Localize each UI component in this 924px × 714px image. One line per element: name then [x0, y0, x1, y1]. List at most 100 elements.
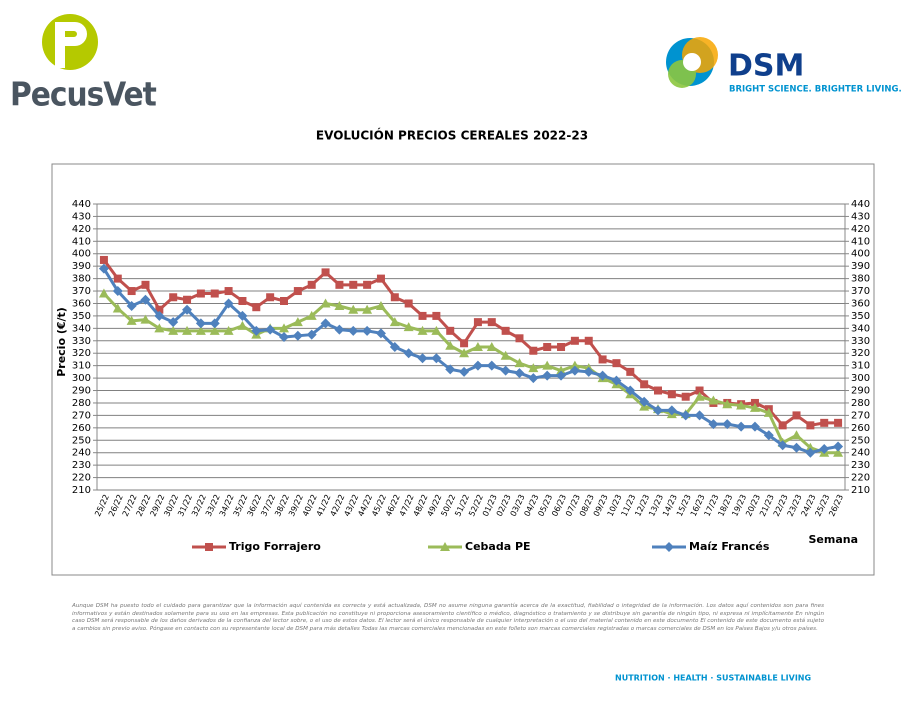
marker [280, 296, 288, 305]
marker [98, 288, 109, 298]
marker [542, 370, 553, 381]
marker [486, 360, 497, 371]
chart-title: EVOLUCIÓN PRECIOS CEREALES 2022-23 [316, 128, 588, 143]
marker [126, 315, 137, 325]
y2-tick-label: 410 [851, 236, 870, 247]
marker [223, 325, 234, 335]
series-line [102, 292, 839, 455]
y2-tick-label: 270 [851, 410, 870, 421]
marker [98, 263, 109, 274]
marker [210, 289, 219, 298]
marker [460, 339, 469, 348]
marker [320, 318, 331, 329]
marker [154, 323, 165, 333]
marker [334, 300, 345, 310]
marker [237, 310, 248, 321]
marker [195, 325, 206, 335]
y2-tick-label: 240 [851, 448, 870, 459]
y-tick-label: 390 [72, 261, 91, 272]
dsm-icon [666, 37, 718, 88]
marker [445, 340, 456, 350]
legend-label: Maíz Francés [689, 540, 770, 553]
marker [404, 299, 413, 308]
marker [611, 375, 622, 386]
y2-tick-label: 390 [851, 261, 870, 272]
marker [569, 360, 580, 370]
marker [417, 325, 428, 335]
y2-tick-label: 340 [851, 323, 870, 334]
marker [680, 410, 691, 421]
marker [667, 390, 676, 399]
marker [196, 289, 205, 298]
marker [543, 343, 552, 351]
marker [515, 334, 524, 343]
y2-tick-label: 310 [851, 361, 870, 372]
y2-tick-label: 280 [851, 398, 870, 409]
marker [205, 543, 213, 551]
marker [472, 342, 483, 351]
marker [763, 407, 774, 417]
marker [487, 318, 496, 327]
marker [834, 418, 843, 427]
marker [349, 280, 358, 289]
marker [168, 325, 179, 335]
y-tick-label: 360 [72, 298, 91, 309]
marker [432, 311, 441, 320]
marker [612, 359, 621, 368]
marker [348, 325, 359, 336]
y-tick-label: 220 [72, 473, 91, 484]
marker [666, 405, 677, 416]
marker [598, 355, 607, 364]
marker [223, 298, 234, 309]
marker [529, 346, 538, 355]
left-logo: PecusVet [10, 75, 157, 114]
marker [403, 322, 414, 332]
marker [320, 298, 331, 308]
marker [155, 305, 164, 314]
marker [168, 317, 179, 328]
y-tick-label: 280 [72, 398, 91, 409]
marker [749, 421, 760, 432]
marker [237, 320, 248, 330]
marker [805, 442, 816, 452]
marker [182, 304, 193, 315]
marker [597, 370, 608, 381]
marker [694, 391, 705, 401]
marker [375, 328, 386, 339]
marker [500, 350, 511, 360]
marker [431, 353, 442, 364]
marker [376, 274, 385, 283]
marker [363, 280, 372, 289]
marker [445, 364, 456, 375]
marker [306, 329, 317, 340]
marker [292, 330, 303, 341]
y2-tick-label: 300 [851, 373, 870, 384]
marker [417, 353, 428, 364]
y-tick-label: 430 [72, 211, 91, 222]
marker [514, 368, 525, 379]
marker [390, 293, 399, 302]
marker [431, 325, 442, 335]
marker [736, 400, 747, 410]
marker [279, 323, 289, 333]
marker [806, 421, 815, 430]
marker [722, 399, 733, 409]
marker [112, 286, 123, 297]
y2-tick-label: 230 [851, 460, 870, 471]
y-tick-label: 420 [72, 224, 91, 235]
y-tick-label: 400 [72, 249, 91, 260]
marker [265, 324, 276, 335]
marker [99, 255, 108, 264]
marker [472, 360, 483, 371]
marker [209, 325, 220, 335]
marker [292, 317, 303, 327]
y-tick-label: 340 [72, 323, 91, 334]
marker [209, 318, 220, 329]
y-tick-label: 240 [72, 448, 91, 459]
y-tick-label: 250 [72, 435, 91, 446]
y-tick-label: 210 [72, 485, 91, 496]
marker [127, 287, 136, 296]
marker [556, 365, 567, 375]
marker [820, 418, 829, 427]
